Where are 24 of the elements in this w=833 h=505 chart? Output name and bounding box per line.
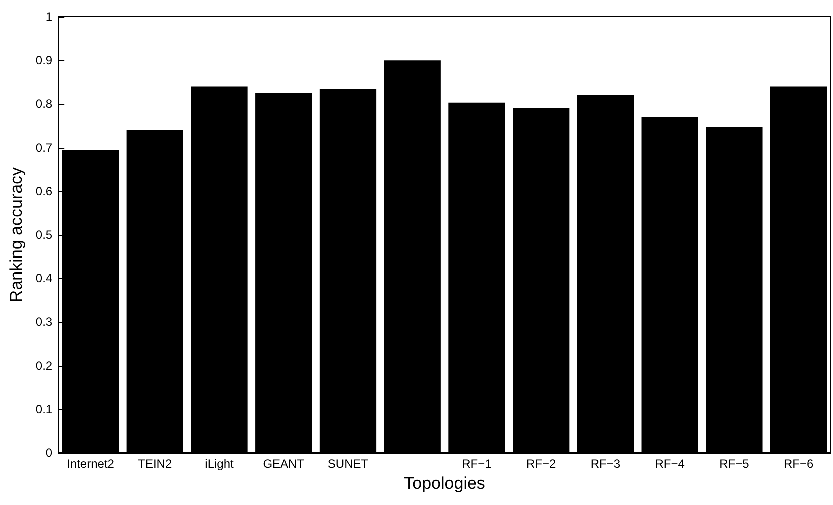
- y-tick-label: 0.3: [36, 315, 53, 330]
- y-axis-title: Ranking accuracy: [7, 166, 26, 303]
- x-tick-label: TEIN2: [138, 457, 172, 471]
- x-tick-label: RF−1: [462, 457, 492, 471]
- y-tick-label: 0.5: [36, 228, 53, 242]
- y-tick-label: 0.9: [36, 54, 53, 68]
- x-tick-label: iLight: [205, 457, 235, 471]
- y-tick-label: 1: [46, 10, 53, 24]
- y-tick-label: 0.2: [36, 358, 53, 373]
- x-tick-label: GEANT: [263, 457, 306, 471]
- y-tick-label: 0.4: [36, 272, 53, 286]
- x-tick-label: RF−6: [784, 457, 814, 471]
- y-tick-label: 0: [46, 446, 53, 460]
- x-tick-label: RF−5: [720, 457, 750, 471]
- x-axis-title: Topologies: [404, 474, 486, 493]
- y-tick-label: 0.8: [36, 97, 53, 112]
- x-tick-label: SUNET: [328, 457, 370, 471]
- x-tick-label: RF−3: [590, 457, 621, 471]
- y-tick-label: 0.6: [36, 184, 53, 198]
- y-tick-label: 0.1: [36, 402, 53, 416]
- x-tick-label: Internet2: [67, 457, 115, 471]
- y-tick-label: 0.7: [36, 140, 53, 155]
- x-tick-label: RF−2: [526, 457, 557, 471]
- x-tick-label: RF−4: [655, 457, 686, 471]
